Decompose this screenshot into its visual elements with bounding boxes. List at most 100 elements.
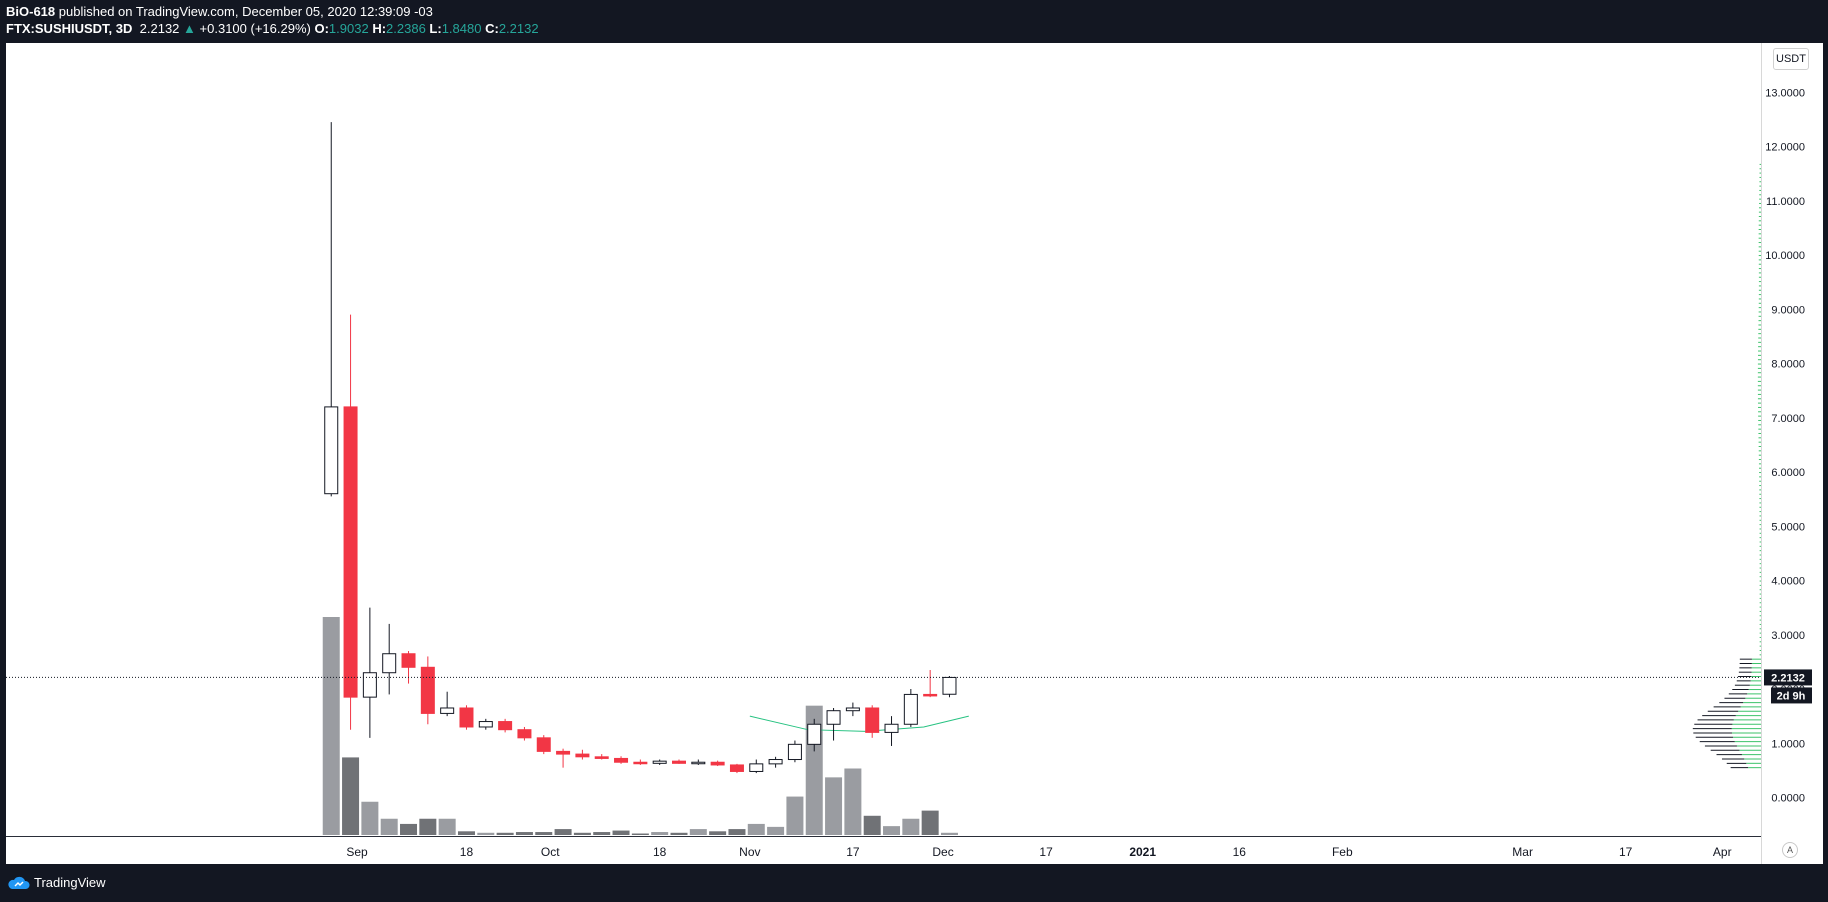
candle-body <box>826 710 841 725</box>
candle-body <box>401 653 416 668</box>
volume-bar <box>573 832 591 835</box>
time-tick-label: Nov <box>739 845 760 859</box>
price-tick-label: 7.0000 <box>1771 413 1805 425</box>
volume-bar <box>709 831 727 835</box>
candle-body <box>749 763 764 772</box>
price-tick-label: 1.0000 <box>1771 738 1805 750</box>
time-tick-label: 2021 <box>1129 845 1156 859</box>
up-arrow-icon: ▲ <box>183 21 196 36</box>
candle-body <box>768 759 783 765</box>
candle-body <box>517 729 532 739</box>
candle-body <box>903 693 918 725</box>
auto-scale-button[interactable]: A <box>1782 842 1798 858</box>
currency-button[interactable]: USDT <box>1773 48 1809 70</box>
volume-bar <box>940 832 958 835</box>
volume-bar <box>651 832 669 835</box>
volume-bar <box>496 832 514 835</box>
candle-body <box>459 707 474 728</box>
volume-bar <box>535 832 553 835</box>
time-tick-label: Sep <box>346 845 368 859</box>
volume-bar <box>670 832 688 835</box>
current-price-tag <box>1764 669 1812 686</box>
candle-body <box>923 693 938 697</box>
tradingview-brand[interactable]: TradingView <box>34 875 106 890</box>
time-tick-label: Oct <box>541 845 560 859</box>
volume-bar <box>689 829 707 835</box>
time-axis[interactable] <box>6 836 1761 865</box>
time-tick-label: 17 <box>846 845 860 859</box>
price-tick-label: 12.0000 <box>1765 142 1805 154</box>
time-tick-label: Dec <box>932 845 953 859</box>
candle-body <box>672 760 686 764</box>
volume-bar <box>380 818 398 835</box>
low-label: L: <box>429 21 442 36</box>
close-value: 2.2132 <box>498 21 539 36</box>
publish-info: published on TradingView.com, December 0… <box>58 4 433 19</box>
candle-body <box>420 666 435 714</box>
candle-body <box>942 676 957 695</box>
volume-bar <box>457 831 475 835</box>
chart-header: BiO-618 published on TradingView.com, De… <box>0 0 1828 42</box>
price-tick-label: 3.0000 <box>1771 630 1805 642</box>
time-tick-label: Mar <box>1512 845 1533 859</box>
volume-bar <box>593 832 611 835</box>
price-tick-label: 4.0000 <box>1771 576 1805 588</box>
countdown-tag <box>1771 687 1812 704</box>
time-tick-label: 17 <box>1039 845 1053 859</box>
volume-bar <box>844 768 862 835</box>
candle-body <box>691 761 706 765</box>
time-tick-label: Feb <box>1332 845 1353 859</box>
price-tick-label: 13.0000 <box>1765 87 1805 99</box>
current-price-label: 2.2132 <box>1771 672 1805 684</box>
volume-bar <box>786 796 804 835</box>
chart-plot-area[interactable] <box>6 43 1761 864</box>
close-label: C: <box>485 21 499 36</box>
change-value: +0.3100 (+16.29%) <box>199 21 311 36</box>
candle-body <box>614 757 629 763</box>
volume-bar <box>515 832 533 835</box>
candle-body <box>362 672 377 698</box>
price-tick-label: 10.0000 <box>1765 250 1805 262</box>
volume-bar <box>477 832 495 835</box>
last-price: 2.2132 <box>139 21 180 36</box>
low-value: 1.8480 <box>441 21 482 36</box>
open-value: 1.9032 <box>328 21 369 36</box>
candle-body <box>556 750 571 755</box>
volume-bar <box>747 823 765 835</box>
tradingview-cloud-icon[interactable] <box>8 876 30 890</box>
publish-line: BiO-618 published on TradingView.com, De… <box>6 4 433 19</box>
candle-body <box>324 406 339 495</box>
volume-bar <box>612 830 630 835</box>
price-axis[interactable] <box>1761 43 1823 864</box>
legend-line: FTX:SUSHIUSDT, 3D 2.2132 ▲ +0.3100 (+16.… <box>6 21 539 36</box>
candle-body <box>498 721 513 731</box>
volume-bar <box>902 818 920 835</box>
candle-body <box>710 761 725 766</box>
candle-body <box>845 707 860 712</box>
volume-bar <box>419 818 437 835</box>
candle-body <box>382 653 397 674</box>
volume-bar <box>921 810 939 835</box>
symbol-label[interactable]: FTX:SUSHIUSDT, 3D <box>6 21 133 36</box>
candle-body <box>478 721 493 728</box>
price-tick-label: 9.0000 <box>1771 304 1805 316</box>
high-value: 2.2386 <box>386 21 426 36</box>
time-tick-label: 17 <box>1619 845 1633 859</box>
candle-body <box>865 707 880 733</box>
price-tick-label: 8.0000 <box>1771 359 1805 371</box>
volume-bar <box>322 617 340 835</box>
open-label: O: <box>314 21 329 36</box>
candle-body <box>787 743 802 761</box>
countdown-label: 2d 9h <box>1777 690 1806 702</box>
price-tick-label: 6.0000 <box>1771 467 1805 479</box>
volume-bar <box>631 833 649 835</box>
author-name[interactable]: BiO-618 <box>6 4 56 19</box>
volume-bar <box>728 829 746 835</box>
vwap-curve <box>749 715 969 732</box>
volume-bar <box>361 801 379 835</box>
time-tick-label: 18 <box>460 845 474 859</box>
candle-body <box>729 764 744 772</box>
high-label: H: <box>372 21 387 36</box>
volume-bar <box>438 818 456 835</box>
